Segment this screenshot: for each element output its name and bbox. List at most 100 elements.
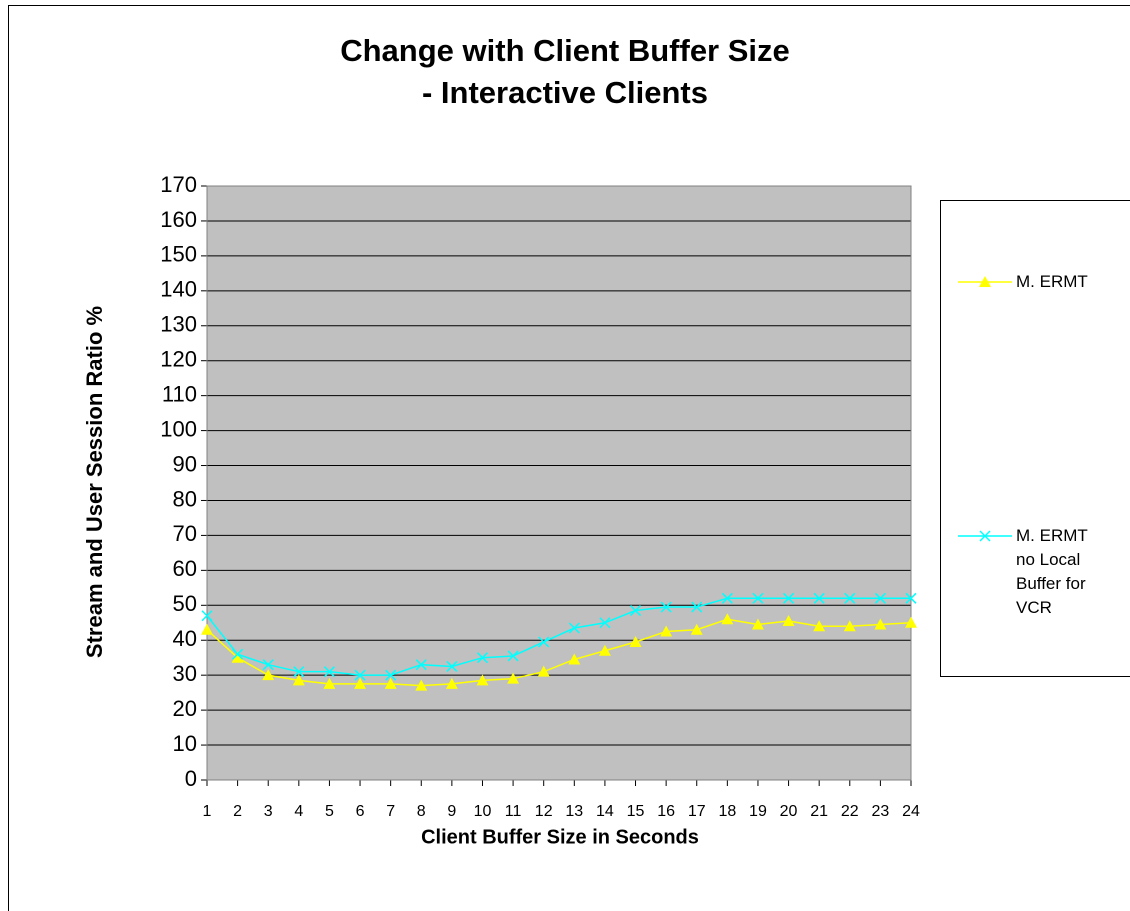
y-axis-label: Stream and User Session Ratio %: [82, 306, 107, 658]
x-tick-label: 24: [902, 803, 920, 820]
marker: [262, 669, 275, 681]
marker: [752, 592, 764, 604]
y-tick-label: 110: [162, 381, 197, 406]
marker: [629, 605, 642, 617]
marker: [293, 666, 305, 678]
marker: [232, 648, 244, 660]
marker: [598, 644, 611, 656]
marker: [721, 613, 734, 625]
x-tick-label: 11: [505, 803, 522, 820]
y-tick-label: 120: [160, 347, 197, 372]
marker: [691, 601, 703, 613]
y-tick-label: 170: [160, 172, 197, 197]
y-tick-label: 0: [185, 766, 197, 791]
x-tick-label: 23: [871, 803, 889, 820]
marker: [537, 665, 550, 677]
y-tick-label: 90: [173, 451, 197, 476]
x-tick-label: 7: [386, 803, 395, 820]
x-tick-label: 2: [233, 803, 242, 820]
y-tick-label: 50: [173, 591, 197, 616]
marker: [323, 666, 335, 678]
x-tick-label: 9: [447, 803, 456, 820]
x-tick-label: 19: [749, 803, 767, 820]
marker: [476, 674, 489, 686]
x-tick-label: 17: [688, 803, 706, 820]
plot-area: [207, 186, 911, 780]
legend-label: M. ERMT no Local Buffer for VCR: [1016, 526, 1088, 617]
marker: [843, 620, 856, 632]
chart-title: Change with Client Buffer Size - Interac…: [340, 33, 790, 110]
y-tick-label: 100: [160, 416, 197, 441]
x-axis-label: Client Buffer Size in Seconds: [421, 826, 699, 848]
legend-box: [940, 200, 1130, 677]
marker: [476, 652, 489, 664]
legend-label: M. ERMT: [1016, 272, 1088, 291]
marker: [874, 618, 887, 630]
marker: [813, 620, 826, 632]
marker: [690, 623, 703, 635]
marker: [568, 622, 580, 634]
marker: [979, 276, 991, 287]
marker: [354, 677, 367, 689]
marker: [629, 635, 642, 647]
x-tick-label: 12: [535, 803, 553, 820]
x-tick-label: 10: [474, 803, 492, 820]
marker: [751, 618, 764, 630]
marker: [905, 616, 917, 628]
y-tick-label: 80: [173, 486, 197, 511]
x-tick-label: 6: [356, 803, 365, 820]
marker: [446, 660, 458, 672]
x-tick-label: 5: [325, 803, 334, 820]
x-tick-label: 20: [780, 803, 798, 820]
marker: [538, 636, 550, 648]
marker: [415, 659, 427, 671]
marker: [844, 592, 856, 604]
marker: [323, 677, 336, 689]
y-tick-label: 130: [160, 312, 197, 337]
marker: [568, 653, 581, 665]
y-tick-label: 60: [173, 556, 197, 581]
x-tick-label: 22: [841, 803, 859, 820]
x-tick-label: 3: [264, 803, 273, 820]
marker: [201, 623, 213, 635]
marker: [782, 615, 795, 627]
marker: [905, 592, 917, 604]
x-tick-label: 21: [810, 803, 828, 820]
y-tick-label: 30: [173, 661, 197, 686]
y-tick-label: 140: [160, 277, 197, 302]
x-tick-label: 18: [718, 803, 736, 820]
marker: [231, 651, 244, 663]
y-tick-label: 160: [160, 207, 197, 232]
marker: [507, 650, 519, 662]
marker: [354, 669, 366, 681]
marker: [874, 592, 886, 604]
marker: [415, 679, 428, 691]
x-tick-label: 15: [627, 803, 645, 820]
x-tick-label: 1: [203, 803, 212, 820]
x-tick-label: 14: [596, 803, 614, 820]
marker: [979, 530, 991, 542]
series-line: [206, 597, 911, 676]
marker: [813, 592, 825, 604]
marker: [201, 610, 213, 622]
marker: [262, 659, 274, 671]
marker: [660, 601, 672, 613]
series-line: [206, 618, 912, 687]
marker: [599, 617, 611, 629]
x-tick-label: 4: [294, 803, 303, 820]
frame: [8, 5, 1130, 911]
marker: [445, 677, 458, 689]
y-tick-label: 70: [173, 521, 197, 546]
x-tick-label: 16: [657, 803, 675, 820]
marker: [783, 592, 795, 604]
marker: [660, 625, 673, 637]
marker: [507, 672, 520, 684]
x-tick-label: 13: [565, 803, 583, 820]
marker: [721, 592, 733, 604]
x-tick-label: 8: [417, 803, 426, 820]
marker: [292, 674, 305, 686]
marker: [385, 669, 397, 681]
plot-border: [206, 185, 912, 781]
